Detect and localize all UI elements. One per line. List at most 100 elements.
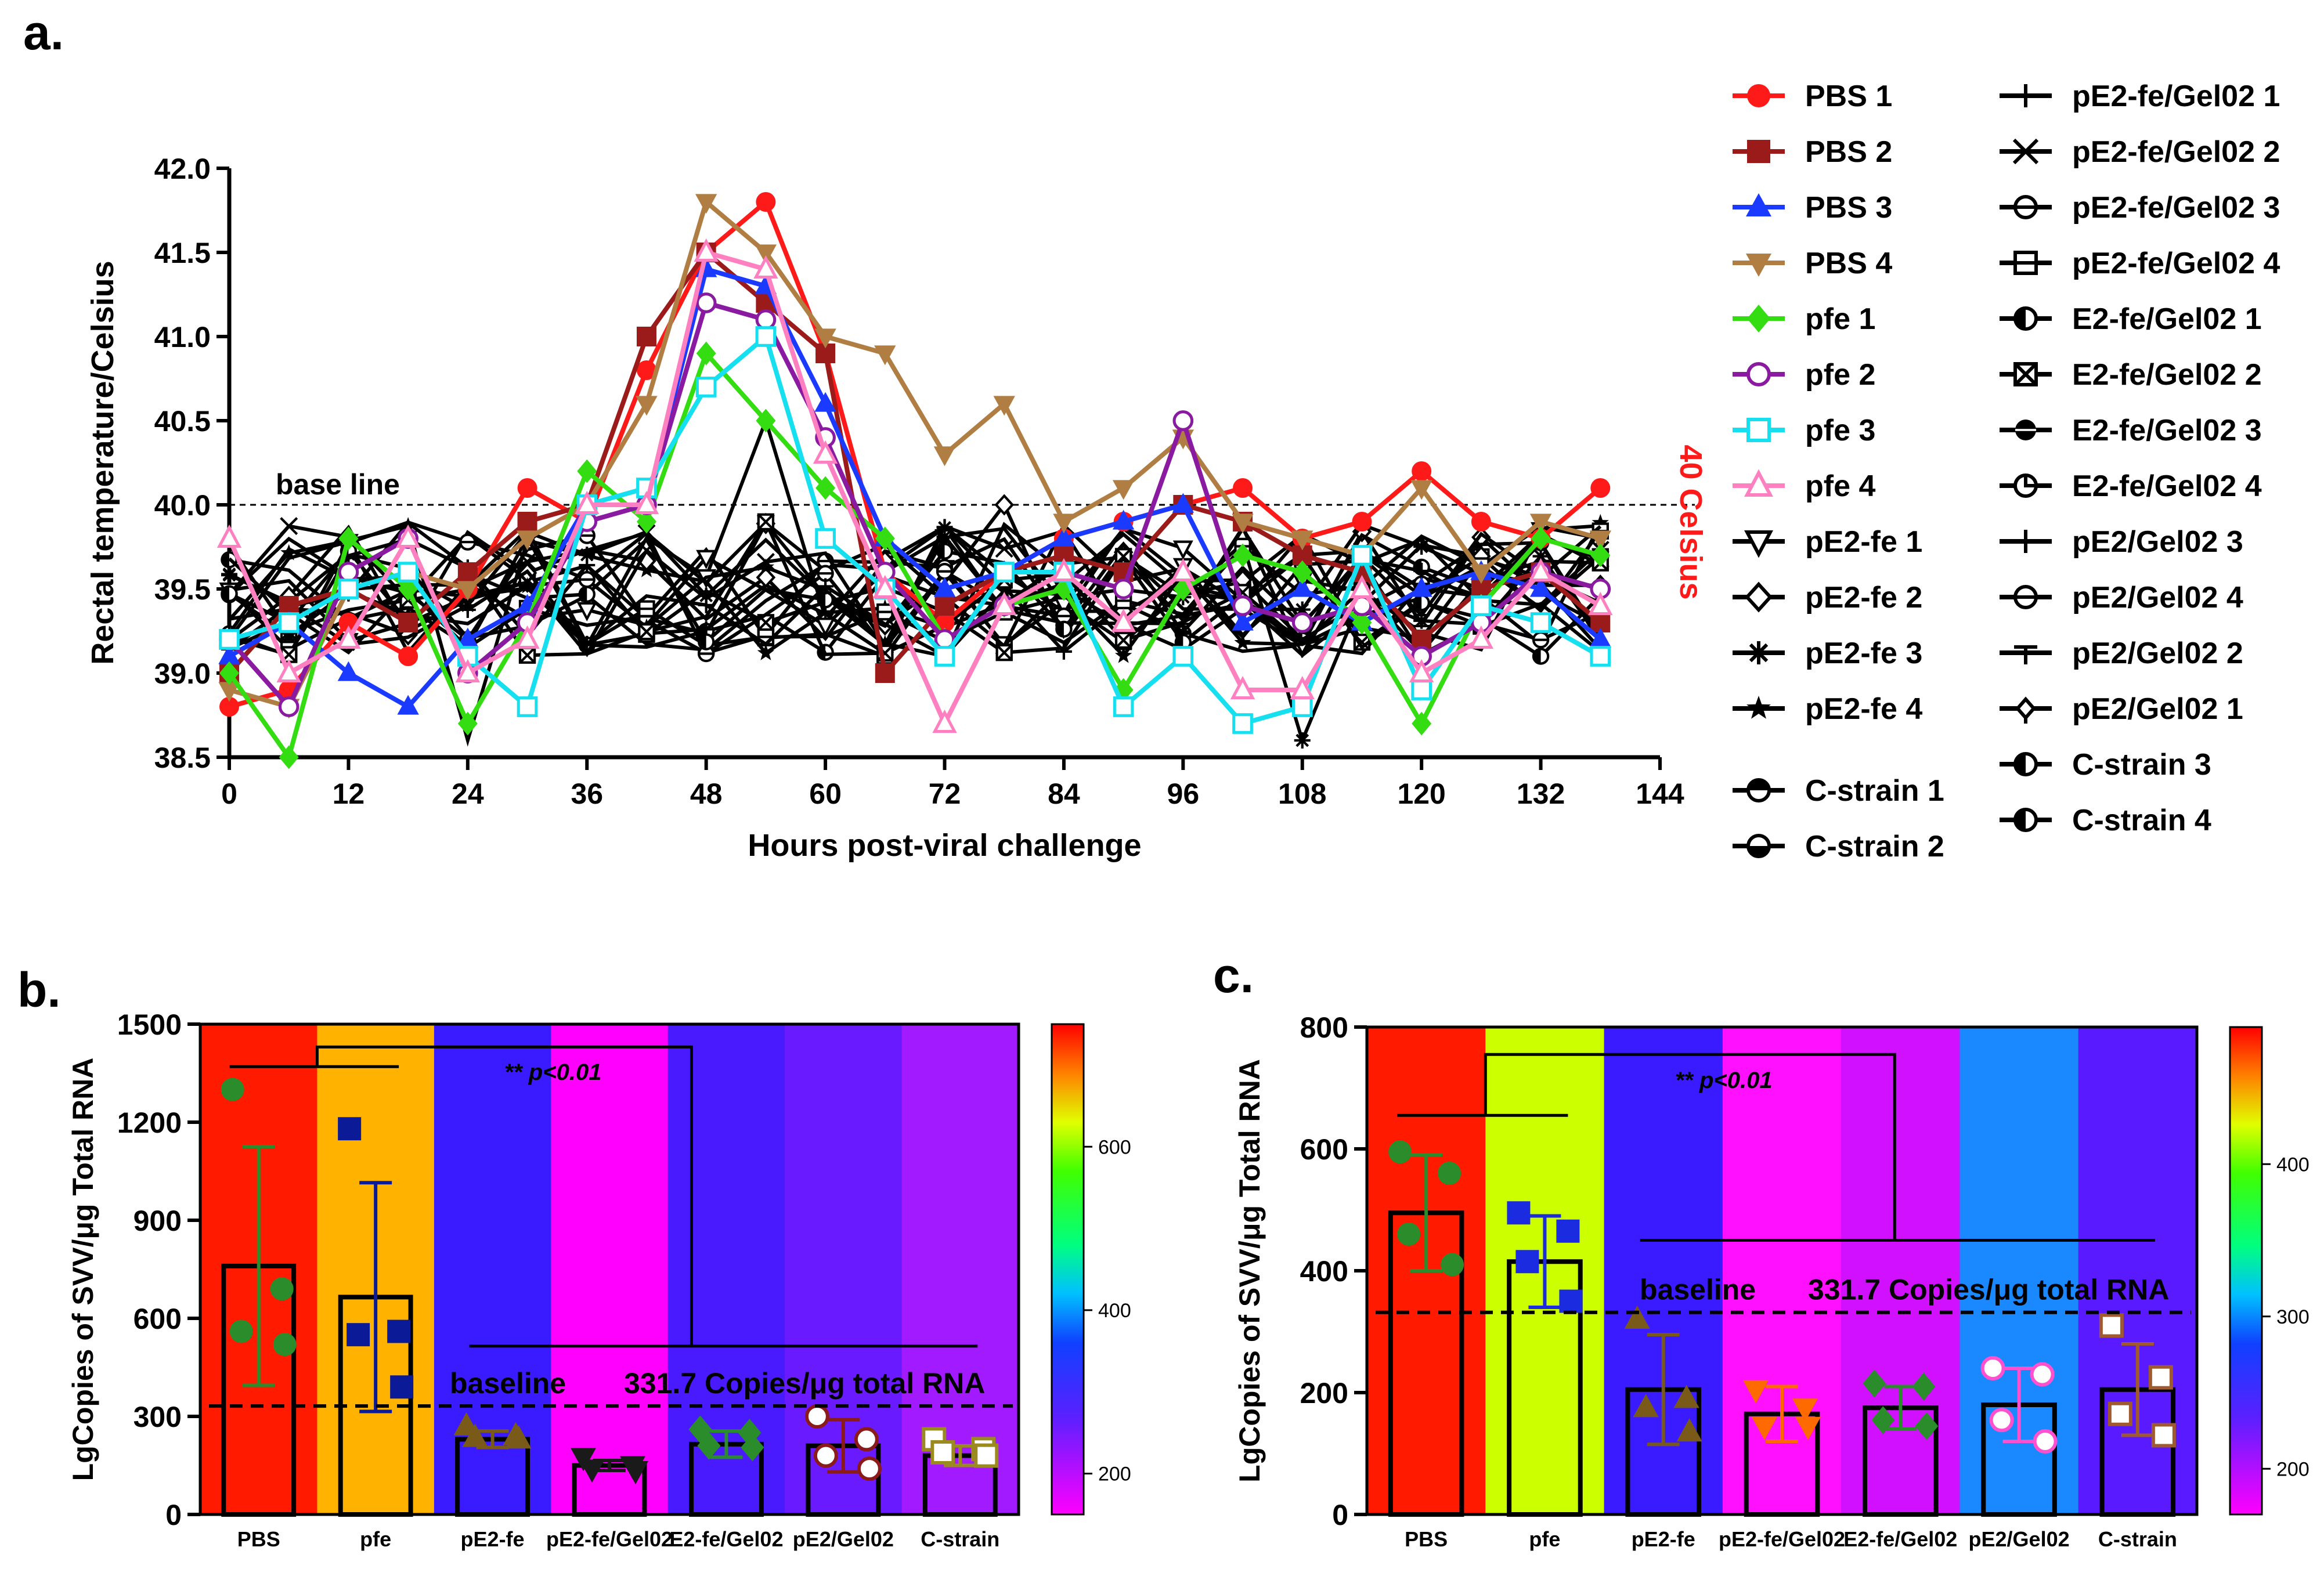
x-tick-label: 48 [690,778,723,810]
black-group-point [994,494,1015,516]
series-point-pfe-3 [1411,679,1432,700]
x-tick-label: 96 [1167,778,1200,810]
black-group-point [1592,514,1609,530]
legend-marker [2014,530,2037,553]
series-point-pfe-3 [219,629,240,650]
data-point [697,1431,721,1460]
series-point-pfe-1 [756,408,776,433]
data-point [1980,1356,2005,1380]
x-tick-label: pE2/Gel02 [1969,1527,2070,1551]
legend-label: pE2/Gel02 2 [2072,637,2243,670]
colorbar-tick-label: 200 [1098,1463,1131,1485]
series-point-pfe-3 [1113,696,1134,717]
series-point-pbs-4 [1291,530,1313,551]
legend-item: pE2-fe 2 [1733,581,1922,614]
legend-label: pE2-fe/Gel02 3 [2072,191,2280,225]
series-point-pfe-4 [455,659,481,683]
black-group-point [459,533,477,551]
data-point [270,1277,294,1301]
series-point-pbs-3 [1053,526,1075,547]
black-group-point [817,565,834,582]
legend-marker [1746,778,1771,802]
legend-label: pE2/Gel02 3 [2072,525,2243,559]
data-point [1915,1412,1939,1440]
legend-label: C-strain 4 [2072,804,2211,837]
series-point-pfe-3 [517,696,538,717]
data-point [347,1323,370,1347]
series-line-pfe-3 [228,332,1602,726]
series-point-pfe-4 [1290,675,1315,700]
legend-label: pE2-fe 1 [1805,525,1922,559]
series-line-pfe-1 [227,349,1601,763]
data-point [1515,1250,1539,1274]
data-point [1624,1306,1650,1329]
y-tick-label: 42.0 [154,153,211,185]
series-point-pfe-3 [1232,713,1253,734]
legend-marker [1744,469,1773,497]
black-group-point [578,571,596,588]
series-point-pfe-4 [753,255,778,279]
legend-label: pE2-fe 4 [1805,692,1922,726]
data-point [2030,1362,2055,1387]
series-point-pbs-4 [1470,564,1492,584]
series-point-pfe-1 [219,661,239,685]
legend-label: PBS 2 [1805,135,1892,169]
legend-item: PBS 4 [1733,247,1892,280]
series-point-pfe-4 [276,659,301,683]
legend-marker [1746,362,1771,386]
data-point [2099,1313,2124,1338]
black-group-point [1172,540,1193,560]
legend-label: E2-fe/Gel02 3 [2072,414,2262,447]
series-point-pbs-1 [756,192,776,212]
series-point-pfe-1 [1292,560,1312,584]
column-bg-3 [551,1024,669,1514]
legend-label: C-strain 1 [1805,774,1944,808]
legend-item: pE2-fe 4 [1733,692,1922,726]
y-tick-label: 0 [165,1499,182,1531]
series-point-pbs-2 [517,512,537,532]
legend-item: pfe 2 [1733,358,1875,392]
colorbar-tick-label: 600 [1098,1136,1131,1158]
data-point [1752,1416,1777,1440]
series-line-pbs-1 [228,198,1602,709]
legend-marker [2013,362,2038,386]
black-group-point [757,513,775,531]
series-point-pfe-3 [398,562,418,583]
series-point-pfe-4 [1528,558,1553,582]
legend-marker [1744,581,1773,613]
y-tick-label: 39.5 [154,573,211,606]
y-axis-label: LgCopies of SVV/μg Total RNA [67,1058,99,1481]
series-point-pfe-1 [815,476,836,500]
legend-marker [2013,585,2038,609]
series-point-pfe-3 [1530,612,1551,633]
data-point [390,1375,414,1399]
series-point-pfe-4 [1171,558,1196,582]
x-tick-label: 0 [221,778,237,810]
x-tick-label: 84 [1048,778,1080,810]
y-tick-label: 600 [1300,1133,1348,1166]
black-group-point [280,517,298,536]
legend-item: pE2-fe/Gel02 3 [2000,191,2280,225]
black-group-point [1294,732,1311,749]
black-group-point [995,581,1013,598]
series-point-pbs-4 [1589,530,1611,551]
colorbar [2229,1026,2263,1516]
x-tick-label: pfe [1529,1527,1560,1551]
baseline-text: 331.7 Copies/μg total RNA [1808,1274,2169,1306]
significance-label: ** p<0.01 [1675,1068,1773,1093]
legend-label: PBS 3 [1805,191,1892,225]
series-point-pbs-4 [218,682,240,702]
data-point [1559,1289,1583,1313]
series-point-pfe-1 [457,711,478,736]
black-group-point [1055,607,1073,625]
y-tick-label: 41.0 [154,321,211,353]
legend-item: pE2-fe/Gel02 2 [2000,135,2280,169]
data-point [506,1425,532,1449]
colorbar-tick-label: 300 [2276,1306,2309,1328]
black-group-point [637,541,656,560]
data-point [1507,1201,1531,1225]
black-group-point [1413,563,1430,580]
series-point-pfe-1 [1531,526,1551,551]
line-chart-temperature: 38.5 39.0 39.5 40.0 40.5 41.0 41.5 42.0 0 12 24 36 4… [85,153,1708,863]
legend-item: C-strain 2 [1733,830,1944,863]
